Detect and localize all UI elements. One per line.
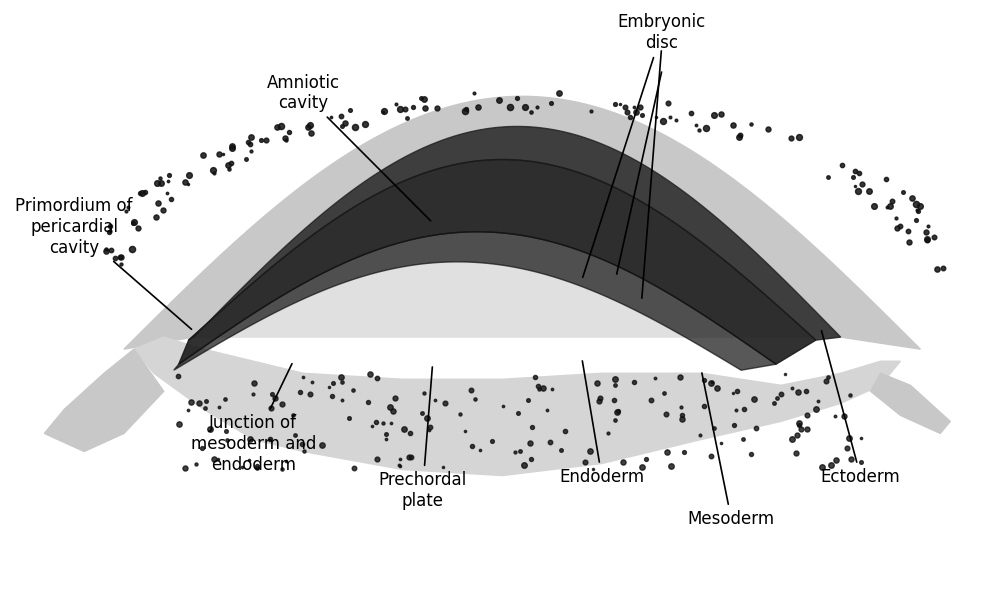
Text: Amniotic
cavity: Amniotic cavity — [267, 73, 431, 221]
Polygon shape — [134, 337, 900, 476]
Polygon shape — [871, 373, 950, 433]
Polygon shape — [44, 349, 164, 452]
Polygon shape — [174, 232, 776, 370]
Polygon shape — [194, 126, 841, 337]
Text: Primordium of
pericardial
cavity: Primordium of pericardial cavity — [15, 197, 192, 329]
Text: Junction of
mesoderm and
endoderm: Junction of mesoderm and endoderm — [191, 364, 316, 474]
Text: Prechordal
plate: Prechordal plate — [378, 367, 467, 510]
Text: Mesoderm: Mesoderm — [688, 373, 775, 528]
Text: Endoderm: Endoderm — [559, 361, 644, 486]
Polygon shape — [189, 126, 841, 340]
Polygon shape — [179, 160, 816, 364]
Text: Ectoderm: Ectoderm — [821, 330, 901, 486]
Text: Embryonic
disc: Embryonic disc — [583, 13, 706, 278]
Polygon shape — [124, 96, 920, 349]
